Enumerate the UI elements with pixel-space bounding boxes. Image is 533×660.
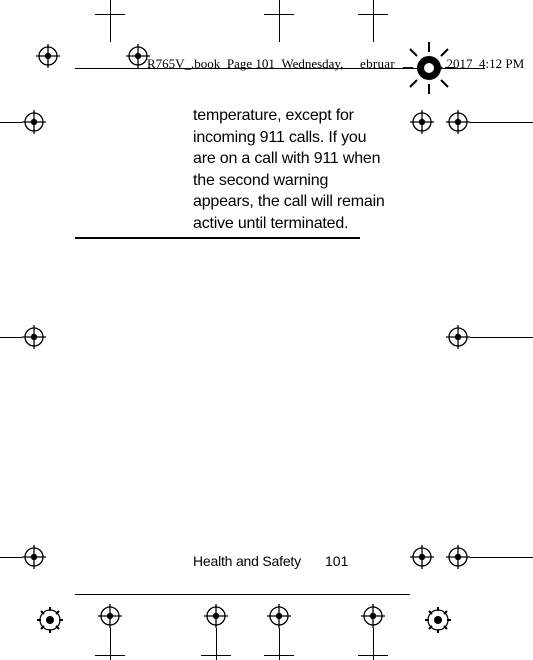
crop-line xyxy=(373,0,374,42)
gear-mark xyxy=(424,606,452,634)
crop-line xyxy=(279,0,280,42)
footer-section: Health and Safety xyxy=(193,553,301,569)
header-file: R765V_.book Page 101 Wednesday, xyxy=(147,56,343,72)
gear-mark xyxy=(36,606,64,634)
header-page-label: Page 101 xyxy=(227,56,275,71)
registration-mark xyxy=(361,604,385,628)
sun-icon xyxy=(401,40,457,101)
header-time: 4:12 PM xyxy=(479,56,524,71)
registration-mark xyxy=(22,110,46,134)
crop-line xyxy=(0,557,22,558)
crop-line xyxy=(0,122,22,123)
registration-mark xyxy=(446,545,470,569)
crop-line xyxy=(470,122,533,123)
registration-mark xyxy=(22,325,46,349)
header-file-name: R765V_.book xyxy=(147,56,220,71)
registration-mark xyxy=(410,545,434,569)
registration-mark xyxy=(267,604,291,628)
crop-line xyxy=(470,337,533,338)
footer-page-number: 101 xyxy=(325,553,348,569)
footer-rule xyxy=(75,594,410,595)
crop-line xyxy=(470,557,533,558)
print-proof-page: R765V_.book Page 101 Wednesday, ebruar ,… xyxy=(0,0,533,660)
crop-line xyxy=(201,655,231,656)
body-paragraph: temperature, except for incoming 911 cal… xyxy=(193,105,393,235)
crop-line xyxy=(264,655,294,656)
registration-mark xyxy=(446,325,470,349)
registration-mark xyxy=(36,44,60,68)
crop-line xyxy=(110,0,111,42)
crop-line xyxy=(95,655,125,656)
registration-mark xyxy=(446,110,470,134)
registration-mark xyxy=(204,604,228,628)
registration-mark xyxy=(98,604,122,628)
section-separator xyxy=(75,237,360,239)
registration-mark xyxy=(410,110,434,134)
crop-line xyxy=(358,655,388,656)
registration-mark xyxy=(22,545,46,569)
header-day: Wednesday, xyxy=(281,56,343,71)
header-date-mid: ebruar xyxy=(360,56,395,72)
crop-line xyxy=(0,337,22,338)
